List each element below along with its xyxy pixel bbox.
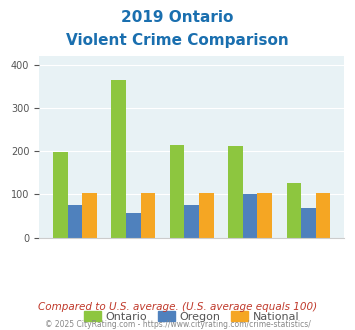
Bar	[53, 152, 67, 238]
Bar	[82, 193, 97, 238]
Bar	[316, 193, 331, 238]
Text: Violent Crime Comparison: Violent Crime Comparison	[66, 33, 289, 48]
Legend: Ontario, Oregon, National: Ontario, Oregon, National	[80, 307, 304, 326]
Bar	[111, 80, 126, 238]
Bar	[126, 213, 141, 238]
Bar	[286, 183, 301, 238]
Bar	[228, 146, 243, 238]
Text: © 2025 CityRating.com - https://www.cityrating.com/crime-statistics/: © 2025 CityRating.com - https://www.city…	[45, 320, 310, 329]
Bar	[141, 193, 155, 238]
Bar	[243, 193, 257, 238]
Text: 2019 Ontario: 2019 Ontario	[121, 10, 234, 25]
Bar	[199, 193, 214, 238]
Bar	[257, 193, 272, 238]
Bar	[67, 205, 82, 238]
Bar	[184, 205, 199, 238]
Bar	[170, 145, 184, 238]
Text: Compared to U.S. average. (U.S. average equals 100): Compared to U.S. average. (U.S. average …	[38, 302, 317, 312]
Bar	[301, 208, 316, 238]
